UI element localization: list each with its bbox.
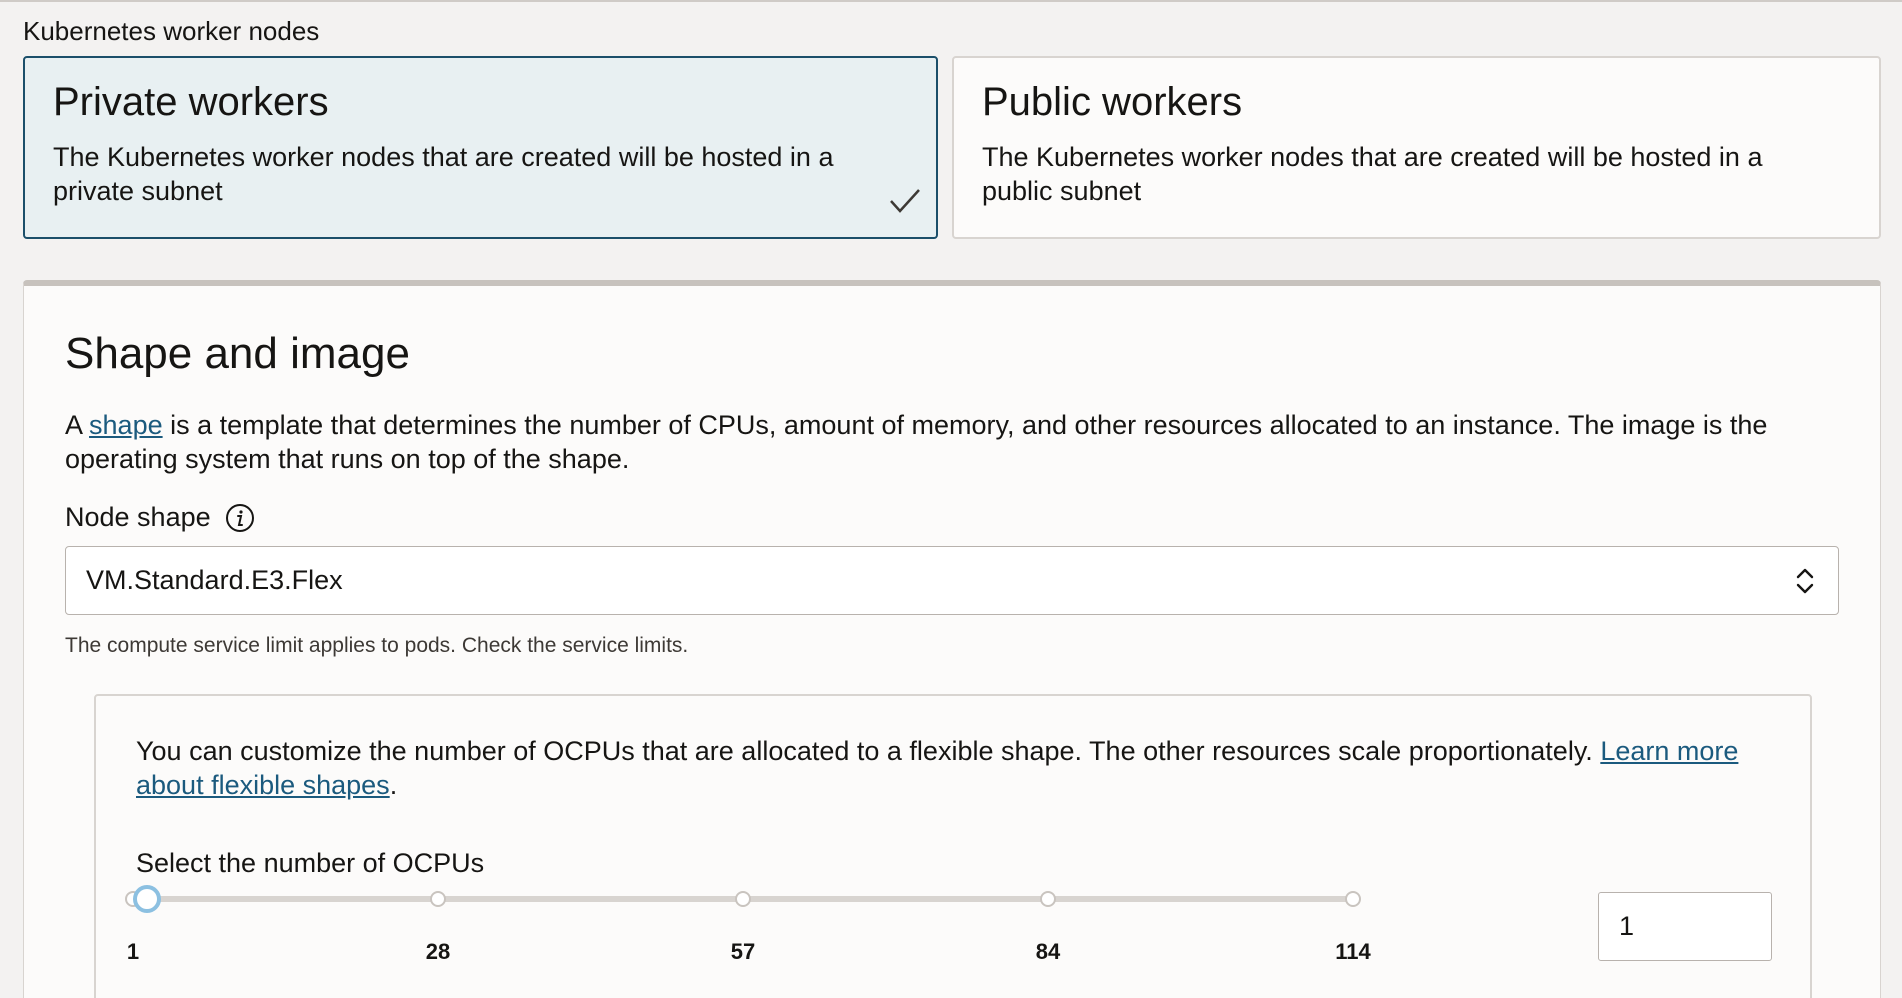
slider-tick-label: 84	[1035, 939, 1061, 964]
private-workers-title: Private workers	[53, 80, 329, 124]
service-limit-help-text: The compute service limit applies to pod…	[65, 634, 689, 657]
info-icon[interactable]	[225, 503, 255, 533]
checkmark-icon	[890, 189, 920, 213]
node-shape-select[interactable]: VM.Standard.E3.Flex	[65, 546, 1839, 615]
shape-desc-prefix: A	[65, 410, 90, 440]
slider-handle[interactable]	[133, 885, 161, 913]
slider-stop[interactable]	[1345, 891, 1361, 907]
slider-tick-label: 114	[1335, 939, 1371, 964]
slider-stop[interactable]	[430, 891, 446, 907]
panel-title: Shape and image	[65, 329, 410, 378]
node-shape-value: VM.Standard.E3.Flex	[86, 565, 343, 595]
learn-more-link[interactable]: Learn more about flexible shapes	[136, 736, 1739, 800]
slider-tick-label: 1	[126, 939, 140, 964]
private-workers-card[interactable]: Private workers The Kubernetes worker no…	[23, 56, 938, 239]
slider-stop[interactable]	[1040, 891, 1056, 907]
ocpu-count-input[interactable]	[1598, 892, 1772, 961]
flex-shape-config: You can customize the number of OCPUs th…	[94, 694, 1812, 998]
public-workers-description: The Kubernetes worker nodes that are cre…	[982, 142, 1763, 206]
node-shape-label-text: Node shape	[65, 502, 211, 532]
ocpu-slider[interactable]	[125, 884, 1361, 914]
shape-desc-suffix: is a template that determines the number…	[65, 410, 1768, 474]
flex-desc-text: You can customize the number of OCPUs th…	[136, 736, 1601, 766]
ocpu-slider-label: Select the number of OCPUs	[136, 848, 485, 878]
flex-desc-end: .	[389, 770, 398, 800]
flex-shape-description: You can customize the number of OCPUs th…	[136, 734, 1756, 802]
public-workers-title: Public workers	[982, 80, 1243, 124]
node-shape-label: Node shape	[65, 502, 255, 533]
public-workers-card[interactable]: Public workers The Kubernetes worker nod…	[952, 56, 1881, 239]
worker-nodes-label: Kubernetes worker nodes	[23, 16, 320, 46]
chevron-up-down-icon	[1796, 568, 1814, 594]
shape-description: A shape is a template that determines th…	[65, 408, 1845, 476]
private-workers-description: The Kubernetes worker nodes that are cre…	[53, 142, 834, 206]
slider-stop[interactable]	[735, 891, 751, 907]
slider-tick-label: 28	[425, 939, 451, 964]
shape-link[interactable]: shape	[89, 410, 163, 440]
shape-and-image-panel: Shape and image A shape is a template th…	[23, 280, 1881, 998]
slider-tick-label: 57	[730, 939, 756, 964]
